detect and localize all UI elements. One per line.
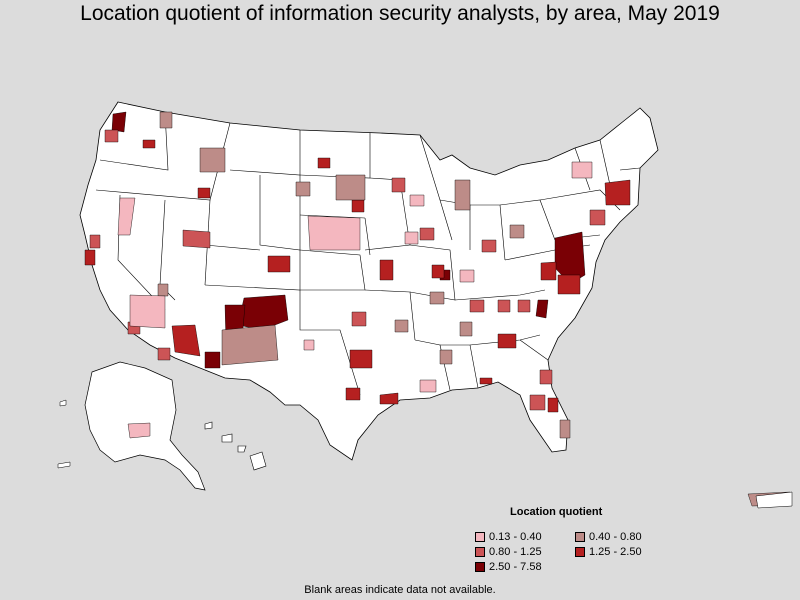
hawaii-shape <box>204 421 267 471</box>
footnote: Blank areas indicate data not available. <box>304 584 496 596</box>
legend-items: 0.13 - 0.40 0.40 - 0.80 0.80 - 1.25 1.25… <box>475 531 685 573</box>
legend-label: 0.13 - 0.40 <box>489 531 542 543</box>
legend-label: 2.50 - 7.58 <box>489 561 542 573</box>
legend-swatch <box>475 562 485 572</box>
legend-item: 2.50 - 7.58 <box>475 561 575 573</box>
legend-label: 1.25 - 2.50 <box>589 546 642 558</box>
legend-swatch <box>475 532 485 542</box>
legend-swatch <box>575 532 585 542</box>
map-title: Location quotient of information securit… <box>80 2 720 25</box>
legend-label: 0.80 - 1.25 <box>489 546 542 558</box>
legend-item: 0.80 - 1.25 <box>475 546 575 558</box>
legend-swatch <box>475 547 485 557</box>
puerto-rico-shape <box>755 491 793 509</box>
legend-title: Location quotient <box>510 506 603 518</box>
state-borders <box>95 111 641 396</box>
legend-item: 1.25 - 2.50 <box>575 546 675 558</box>
legend-swatch <box>575 547 585 557</box>
legend-label: 0.40 - 0.80 <box>589 531 642 543</box>
legend-item: 0.40 - 0.80 <box>575 531 675 543</box>
contiguous-us-shape <box>79 101 659 461</box>
legend-item: 0.13 - 0.40 <box>475 531 575 543</box>
